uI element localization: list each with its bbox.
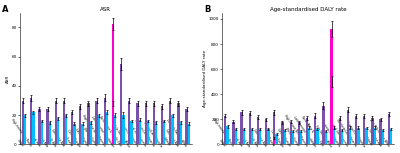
Text: B: B [205,5,211,14]
Bar [382,130,384,144]
Y-axis label: ASR: ASR [6,74,10,83]
Bar [104,98,106,144]
Bar [147,121,149,144]
Bar [249,113,251,144]
Bar [324,131,327,144]
Bar [112,103,114,144]
Y-axis label: Age-standardised DALY rate: Age-standardised DALY rate [203,50,207,107]
Bar [240,112,243,144]
Bar [267,129,270,144]
Bar [300,131,302,144]
Bar [24,115,26,144]
Bar [38,109,40,144]
Bar [90,123,92,144]
Bar [81,124,84,144]
Bar [161,106,163,144]
Bar [114,115,116,144]
Bar [163,121,166,144]
Bar [46,109,49,144]
Bar [79,106,81,144]
Bar [349,127,351,144]
Bar [63,101,65,144]
Bar [139,119,141,144]
Bar [32,112,35,144]
Text: A: A [2,5,9,14]
Bar [144,103,147,144]
Bar [153,103,155,144]
Bar [276,134,278,144]
Bar [130,121,133,144]
Bar [347,110,349,144]
Bar [22,101,24,144]
Bar [341,130,343,144]
Bar [40,121,43,144]
Bar [284,130,286,144]
Bar [87,103,90,144]
Bar [169,101,171,144]
Bar [330,29,333,144]
Bar [259,129,261,144]
Bar [54,101,57,144]
Bar [98,115,100,144]
Bar [292,131,294,144]
Bar [188,124,190,144]
Bar [224,116,226,144]
Bar [316,129,319,144]
Bar [333,127,335,144]
Bar [232,122,234,144]
Bar [128,101,130,144]
Bar [243,129,245,144]
Bar [155,123,157,144]
Bar [136,103,139,144]
Bar [226,126,229,144]
Bar [234,129,237,144]
Bar [265,119,267,144]
Bar [49,123,51,144]
Bar [374,127,376,144]
Bar [388,114,390,144]
Bar [322,106,324,144]
Bar [120,64,122,144]
Bar [298,123,300,144]
Bar [357,127,360,144]
Bar [273,112,276,144]
Bar [366,128,368,144]
Bar [306,118,308,144]
Bar [390,129,392,144]
Bar [180,123,182,144]
Bar [71,112,73,144]
Bar [122,115,124,144]
Bar [177,103,180,144]
Bar [112,24,114,144]
Bar [57,118,59,144]
Bar [171,115,174,144]
Bar [65,115,67,144]
Bar [355,116,357,144]
Bar [371,118,374,144]
Bar [106,112,108,144]
Bar [251,129,253,144]
Title: Age-standardised DALY rate: Age-standardised DALY rate [270,7,346,11]
Bar [281,123,284,144]
Bar [73,124,76,144]
Bar [380,119,382,144]
Bar [30,98,32,144]
Bar [338,118,341,144]
Bar [186,109,188,144]
Bar [273,138,276,144]
Title: ASR: ASR [100,7,112,11]
Bar [290,122,292,144]
Bar [96,101,98,144]
Bar [363,116,366,144]
Bar [314,116,316,144]
Bar [257,117,259,144]
Bar [330,82,333,144]
Bar [308,127,310,144]
